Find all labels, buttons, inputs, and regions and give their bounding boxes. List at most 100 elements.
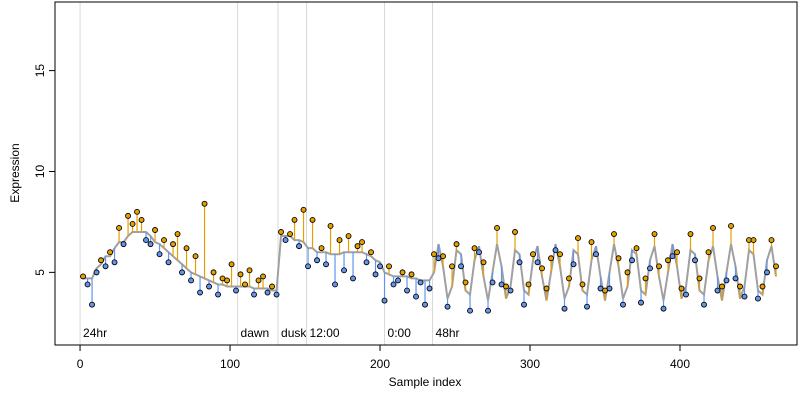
point — [525, 281, 532, 288]
point — [422, 301, 428, 308]
point — [750, 237, 757, 244]
point — [147, 241, 154, 248]
point — [516, 259, 523, 266]
point — [732, 275, 739, 282]
point — [764, 269, 770, 276]
point — [413, 293, 419, 300]
point — [246, 267, 253, 274]
point — [548, 255, 554, 262]
point — [242, 281, 248, 288]
point — [300, 206, 307, 213]
point — [552, 247, 559, 254]
point — [134, 208, 140, 215]
point — [377, 263, 383, 270]
point — [570, 261, 577, 268]
point — [287, 231, 293, 237]
fit-line — [83, 231, 777, 301]
point — [269, 283, 275, 290]
point — [336, 237, 343, 244]
point — [125, 212, 131, 219]
point — [467, 307, 473, 314]
point — [395, 277, 401, 284]
point — [507, 287, 514, 294]
point — [530, 251, 536, 258]
point — [201, 200, 208, 207]
point — [431, 251, 437, 258]
point — [485, 307, 491, 314]
point — [480, 259, 487, 266]
point — [192, 253, 199, 260]
y-axis-label: Expression — [8, 143, 22, 202]
point — [656, 263, 662, 270]
point — [615, 255, 622, 262]
x-tick-label: 300 — [520, 357, 540, 371]
event-label: dawn — [241, 326, 270, 340]
point — [611, 231, 617, 237]
point — [314, 257, 320, 264]
point — [215, 291, 221, 298]
point — [755, 295, 761, 302]
point — [579, 281, 586, 288]
point — [462, 279, 469, 286]
point — [143, 237, 149, 244]
event-label: 24hr — [83, 326, 107, 340]
point — [327, 223, 334, 229]
point — [224, 277, 230, 284]
point — [174, 231, 181, 237]
point — [390, 281, 397, 288]
point — [318, 245, 325, 252]
point — [768, 237, 775, 244]
point — [476, 249, 482, 256]
point — [309, 216, 316, 223]
point — [584, 303, 590, 310]
x-tick-label: 200 — [370, 357, 390, 371]
point — [386, 263, 392, 270]
point — [521, 301, 527, 308]
point — [683, 291, 689, 298]
point — [273, 291, 280, 298]
point — [687, 231, 694, 237]
point — [719, 283, 725, 290]
point — [692, 257, 698, 264]
point — [345, 233, 352, 239]
point — [210, 269, 217, 276]
point — [282, 237, 289, 244]
point — [449, 263, 455, 270]
point — [183, 245, 190, 252]
point — [512, 229, 518, 235]
x-tick-label: 0 — [77, 357, 84, 371]
point — [647, 265, 653, 272]
point — [129, 220, 136, 227]
point — [291, 216, 298, 223]
point — [102, 263, 109, 270]
point — [89, 301, 95, 308]
point — [557, 251, 563, 258]
point — [264, 289, 271, 296]
point — [323, 261, 329, 268]
point — [759, 283, 766, 290]
point — [674, 249, 680, 256]
point — [354, 243, 361, 250]
point — [642, 275, 649, 282]
point — [651, 231, 658, 237]
point — [633, 245, 640, 252]
point — [98, 257, 104, 264]
point — [188, 277, 194, 284]
point — [773, 263, 779, 270]
point — [489, 279, 496, 286]
point — [566, 275, 572, 282]
x-tick-label: 100 — [220, 357, 240, 371]
point — [138, 216, 145, 223]
point — [260, 273, 266, 280]
point — [660, 305, 667, 312]
point — [152, 227, 158, 233]
plot-frame — [54, 1, 798, 346]
point — [503, 283, 509, 290]
point — [368, 249, 374, 256]
y-tick-label: 10 — [33, 164, 47, 178]
point — [543, 285, 550, 292]
x-tick-label: 400 — [670, 357, 690, 371]
point — [228, 261, 235, 268]
